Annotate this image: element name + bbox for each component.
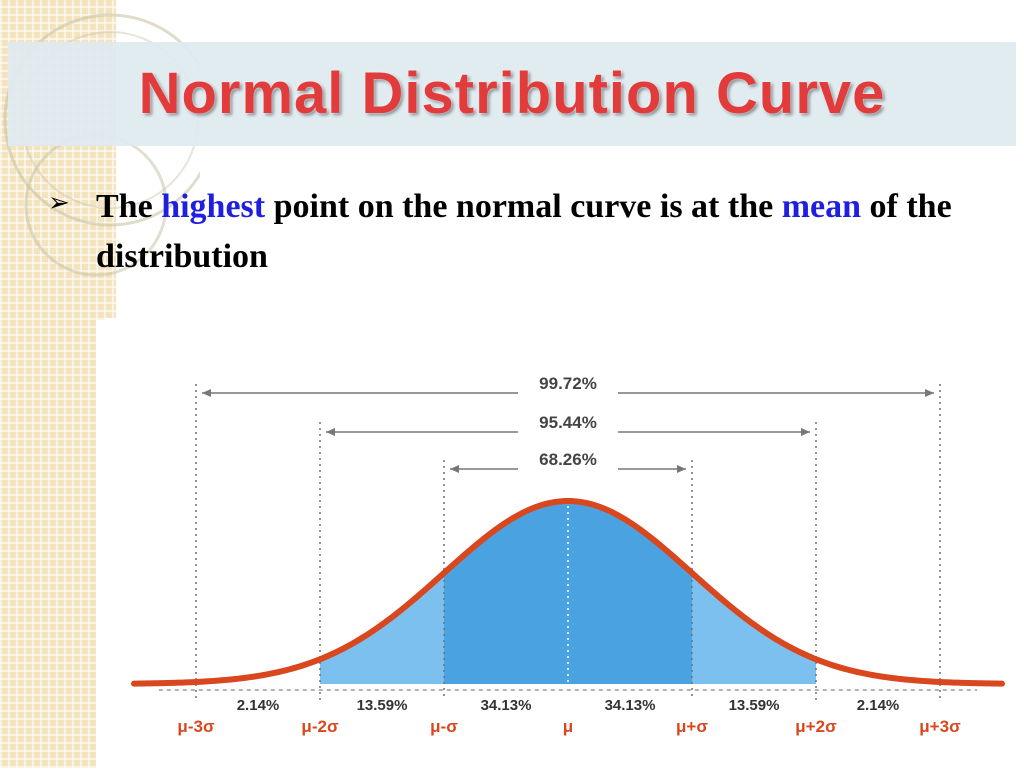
- tick-label-2: μ-σ: [430, 717, 458, 736]
- range-arrowhead-left-1: [326, 428, 335, 436]
- range-label-0: 99.72%: [539, 374, 597, 393]
- tick-label-0: μ-3σ: [177, 717, 215, 736]
- range-label-2: 68.26%: [539, 450, 597, 469]
- segment-label-4: 13.59%: [729, 697, 780, 714]
- tick-label-5: μ+2σ: [795, 717, 837, 736]
- fill-region-3: [568, 501, 692, 684]
- normal-distribution-chart: 99.72% 95.44% 68.26% 2.14% 13.59% 34.13% 34.1…: [131, 374, 1005, 736]
- range-arrowhead-right-0: [925, 389, 934, 397]
- segment-label-3: 34.13%: [605, 697, 656, 714]
- chart-panel: 99.72% 95.44% 68.26% 2.14% 13.59% 34.13% 34.1…: [106, 318, 1024, 768]
- range-arrows: 99.72% 95.44% 68.26%: [202, 374, 934, 473]
- range-label-1: 95.44%: [539, 413, 597, 432]
- fill-region-2: [444, 501, 568, 684]
- tick-label-4: μ+σ: [676, 717, 708, 736]
- bullet-text-part2: point on the normal curve is at the: [273, 188, 774, 225]
- normal-curve-line: [131, 497, 1005, 687]
- tick-label-1: μ-2σ: [301, 717, 339, 736]
- segment-label-2: 34.13%: [481, 697, 532, 714]
- tick-label-3: μ: [563, 717, 573, 736]
- segment-label-5: 2.14%: [857, 697, 900, 714]
- segment-label-1: 13.59%: [357, 697, 408, 714]
- range-arrowhead-left-0: [202, 389, 211, 397]
- range-arrowhead-left-2: [450, 465, 459, 473]
- sigma-guide-lines: [195, 384, 941, 700]
- arrow-bullet-icon: ➢: [48, 188, 70, 218]
- title-band: Normal Distribution Curve: [8, 42, 1016, 146]
- bullet-highlight-highest: highest: [161, 188, 266, 225]
- tick-label-6: μ+3σ: [919, 717, 961, 736]
- segment-label-0: 2.14%: [237, 697, 280, 714]
- slide-title: Normal Distribution Curve: [138, 61, 886, 126]
- range-arrowhead-right-1: [801, 428, 810, 436]
- bullet-text-part3: of the distribution: [96, 188, 952, 275]
- sigma-tick-labels: μ-3σ μ-2σ μ-σ μ μ+σ μ+2σ μ+3σ: [177, 717, 961, 736]
- bullet-text: The highest point on the normal curve is…: [96, 182, 996, 282]
- bullet-text-part1: The: [96, 188, 153, 225]
- range-arrowhead-right-2: [677, 465, 686, 473]
- segment-percent-labels: 2.14% 13.59% 34.13% 34.13% 13.59% 2.14%: [237, 697, 900, 714]
- bullet-highlight-mean: mean: [781, 188, 862, 225]
